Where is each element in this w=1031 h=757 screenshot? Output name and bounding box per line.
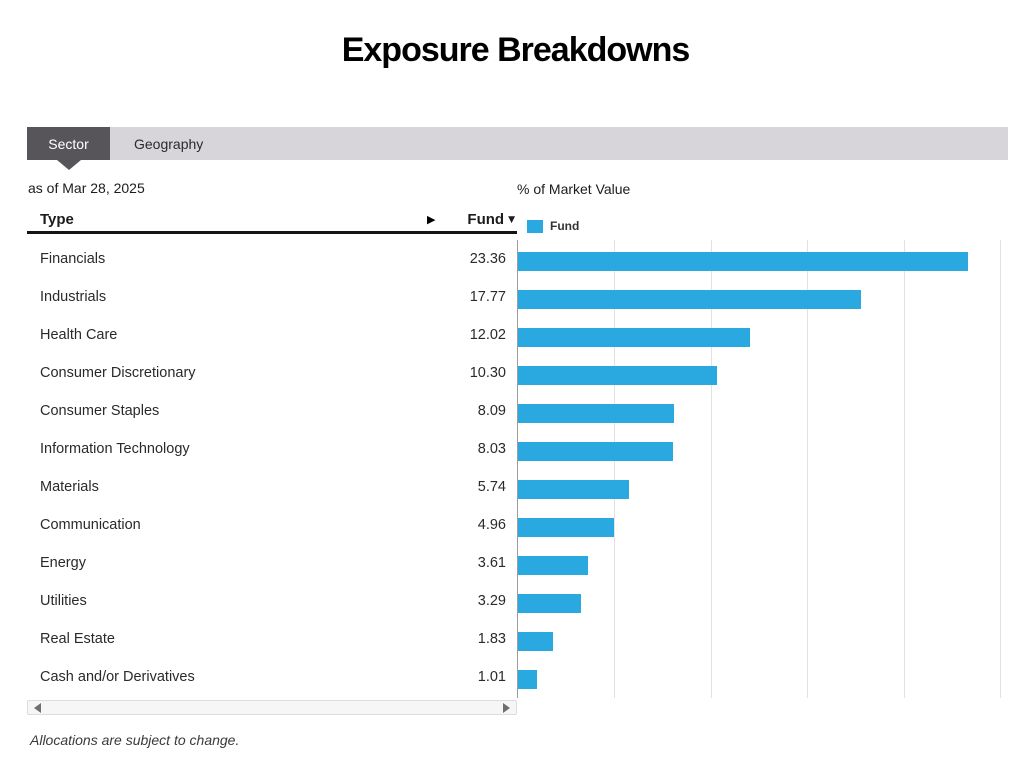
- row-type-label: Cash and/or Derivatives: [40, 669, 195, 685]
- table-header-row: Type ▶ Fund ▼: [27, 207, 517, 234]
- chart-bar: [518, 442, 673, 461]
- gridline-10: [710, 240, 712, 698]
- row-type-label: Communication: [40, 517, 141, 533]
- chart-header: % of Market Value: [517, 181, 631, 197]
- tab-sector[interactable]: Sector: [27, 127, 110, 170]
- table-row: Communication 4.96: [27, 506, 517, 544]
- sector-table: Type ▶ Fund ▼ Financials 23.36 Industrials…: [27, 207, 517, 696]
- legend-fund-swatch-icon: [527, 219, 543, 233]
- active-tab-pointer-icon: [56, 160, 81, 170]
- column-header-fund[interactable]: Fund ▼: [467, 211, 517, 228]
- as-of-date: as of Mar 28, 2025: [28, 180, 145, 196]
- row-fund-value: 8.03: [477, 441, 506, 457]
- scroll-left-icon[interactable]: [34, 702, 41, 713]
- table-row: Industrials 17.77: [27, 278, 517, 316]
- table-row: Information Technology 8.03: [27, 430, 517, 468]
- chart-bar: [518, 594, 582, 613]
- tab-bar: Sector Geography: [27, 127, 1008, 170]
- table-horizontal-scrollbar[interactable]: [27, 700, 517, 715]
- gridline-15: [807, 240, 809, 698]
- chart-legend: Fund: [527, 219, 579, 233]
- chart-bar: [518, 404, 674, 423]
- gridline-5: [614, 240, 616, 698]
- chart-bar: [518, 670, 538, 689]
- scroll-right-icon[interactable]: [503, 702, 510, 713]
- row-type-label: Utilities: [40, 593, 87, 609]
- row-fund-value: 1.83: [477, 631, 506, 647]
- row-fund-value: 23.36: [469, 251, 506, 267]
- row-fund-value: 8.09: [477, 403, 506, 419]
- table-row: Utilities 3.29: [27, 582, 517, 620]
- tab-geography[interactable]: Geography: [110, 127, 227, 160]
- tab-sector-label: Sector: [48, 135, 89, 152]
- row-type-label: Financials: [40, 251, 106, 267]
- row-type-label: Consumer Discretionary: [40, 365, 196, 381]
- row-fund-value: 3.61: [477, 555, 506, 571]
- chart-plot-area: [517, 240, 1001, 698]
- row-fund-value: 17.77: [469, 289, 506, 305]
- footnote: Allocations are subject to change.: [30, 732, 240, 748]
- row-type-label: Industrials: [40, 289, 107, 305]
- row-type-label: Information Technology: [40, 441, 190, 457]
- table-row: Cash and/or Derivatives 1.01: [27, 658, 517, 696]
- row-fund-value: 4.96: [477, 517, 506, 533]
- chart-bar: [518, 366, 717, 385]
- table-row: Real Estate 1.83: [27, 620, 517, 658]
- chart-bar: [518, 632, 554, 651]
- table-row: Consumer Staples 8.09: [27, 392, 517, 430]
- row-type-label: Real Estate: [40, 631, 115, 647]
- table-body: Financials 23.36 Industrials 17.77 Health Ca…: [27, 234, 517, 696]
- gridline-20: [903, 240, 905, 698]
- expand-arrow-icon[interactable]: ▶: [426, 212, 436, 226]
- row-fund-value: 12.02: [469, 327, 506, 343]
- row-fund-value: 5.74: [477, 479, 506, 495]
- row-fund-value: 1.01: [477, 669, 506, 685]
- chart-bar: [518, 480, 629, 499]
- column-header-type: Type: [40, 210, 74, 228]
- row-type-label: Energy: [40, 555, 86, 571]
- row-type-label: Health Care: [40, 327, 118, 343]
- table-row: Health Care 12.02: [27, 316, 517, 354]
- chart-bar: [518, 328, 750, 347]
- page-title: Exposure Breakdowns: [341, 31, 691, 69]
- row-fund-value: 10.30: [469, 365, 506, 381]
- chart-bar: [518, 518, 614, 537]
- column-header-fund-label: Fund: [467, 210, 505, 228]
- gridline-25: [1000, 240, 1001, 698]
- row-type-label: Consumer Staples: [40, 403, 160, 419]
- table-row: Materials 5.74: [27, 468, 517, 506]
- table-row: Consumer Discretionary 10.30: [27, 354, 517, 392]
- row-fund-value: 3.29: [477, 593, 506, 609]
- chart-bar: [518, 290, 861, 309]
- table-row: Financials 23.36: [27, 240, 517, 278]
- table-row: Energy 3.61: [27, 544, 517, 582]
- sort-desc-icon: ▼: [508, 215, 515, 225]
- chart-bar: [518, 556, 588, 575]
- chart-bar: [518, 252, 969, 271]
- tab-geography-label: Geography: [134, 135, 204, 152]
- legend-fund-label: Fund: [550, 219, 580, 233]
- row-type-label: Materials: [40, 479, 99, 495]
